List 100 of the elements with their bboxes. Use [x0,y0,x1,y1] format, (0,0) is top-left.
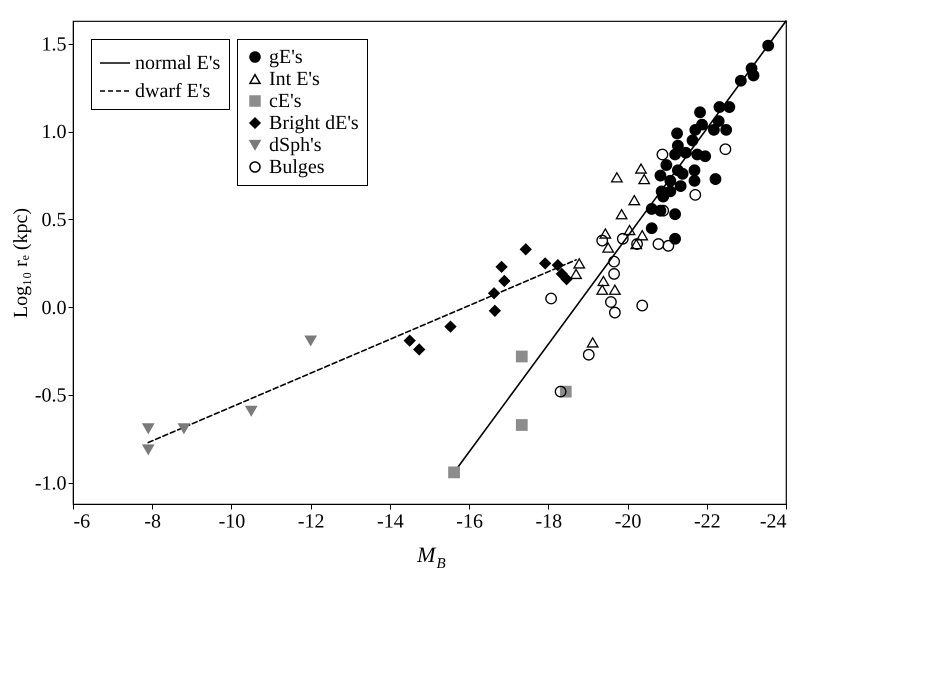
point [720,143,732,156]
point [676,168,689,180]
point [734,74,747,87]
y-tick-label: 0.0 [42,296,66,319]
point [662,240,674,252]
point [638,174,650,184]
point [488,287,500,300]
point [664,174,676,187]
point [516,419,528,431]
point [652,238,664,250]
point [712,115,725,127]
point [624,224,636,236]
point [669,232,681,245]
point [610,172,623,183]
point [608,256,620,268]
point [608,284,621,295]
point [671,128,683,140]
point [596,234,608,246]
point [142,444,154,455]
x-tick-label: -22 [694,510,721,532]
point [720,124,732,136]
legend-label: Bright dE's [269,112,359,134]
point [178,423,190,434]
point [554,386,567,398]
y-tick-label: 0.5 [42,208,66,231]
point [636,230,648,240]
point [596,284,608,295]
point [636,300,648,312]
point [488,304,501,317]
point [552,259,564,272]
point [680,146,692,159]
x-tick-label: -14 [377,510,404,532]
point [616,209,628,220]
point [635,163,647,174]
legend-label: dwarf E's [135,80,210,102]
point [723,101,736,113]
y-axis-title: Log₁₀ rₑ (kpc) [10,208,32,318]
x-tick-label: -24 [760,510,786,532]
point [708,124,720,136]
point [448,466,460,478]
point [602,242,614,253]
point [714,101,726,113]
point [539,257,552,270]
point [748,70,760,82]
point [628,194,640,206]
point [669,148,681,160]
y-tick-label: -1.0 [34,472,66,494]
point [608,306,621,318]
point [142,423,154,434]
y-tick-label: 1.0 [42,121,66,144]
x-tick-label: -18 [535,510,562,532]
point [699,150,712,162]
x-tick-label: -16 [456,510,483,532]
point [616,232,629,245]
point [688,164,700,176]
point [516,350,528,362]
legend-label: gE's [269,46,303,68]
x-tick-label: -10 [218,510,246,532]
point [586,337,599,348]
point [762,40,774,52]
point [694,106,706,118]
legend-label: normal E's [135,52,220,74]
point [656,148,668,160]
x-tick-label: -20 [614,510,642,532]
point [646,222,658,234]
point [520,243,532,256]
point [669,208,681,220]
point [498,275,510,287]
point [570,268,582,280]
point [413,344,426,356]
point [608,268,620,280]
x-tick-label: -6 [74,510,90,532]
point [598,276,610,286]
legend-label: cE's [269,90,302,112]
point [444,320,456,332]
point [605,296,617,308]
point [654,170,666,182]
point [496,260,508,273]
legend-label: Int E's [269,68,320,90]
point [573,258,586,269]
legend-label: dSph's [269,134,322,156]
point [688,174,700,187]
point [689,188,702,201]
x-tick-label: -12 [298,510,325,532]
point [560,273,572,286]
point [710,173,722,185]
y-tick-label: -0.5 [34,384,66,407]
point [660,159,672,171]
y-tick-label: 1.5 [42,33,66,56]
point [304,335,317,346]
point [404,334,416,347]
legend-label: Bulges [269,156,325,178]
point [686,134,698,146]
point [545,292,557,304]
point [674,180,687,192]
point [599,228,612,239]
point [245,406,258,416]
x-tick-label: -8 [144,510,162,532]
point [689,124,702,136]
point [582,348,595,361]
